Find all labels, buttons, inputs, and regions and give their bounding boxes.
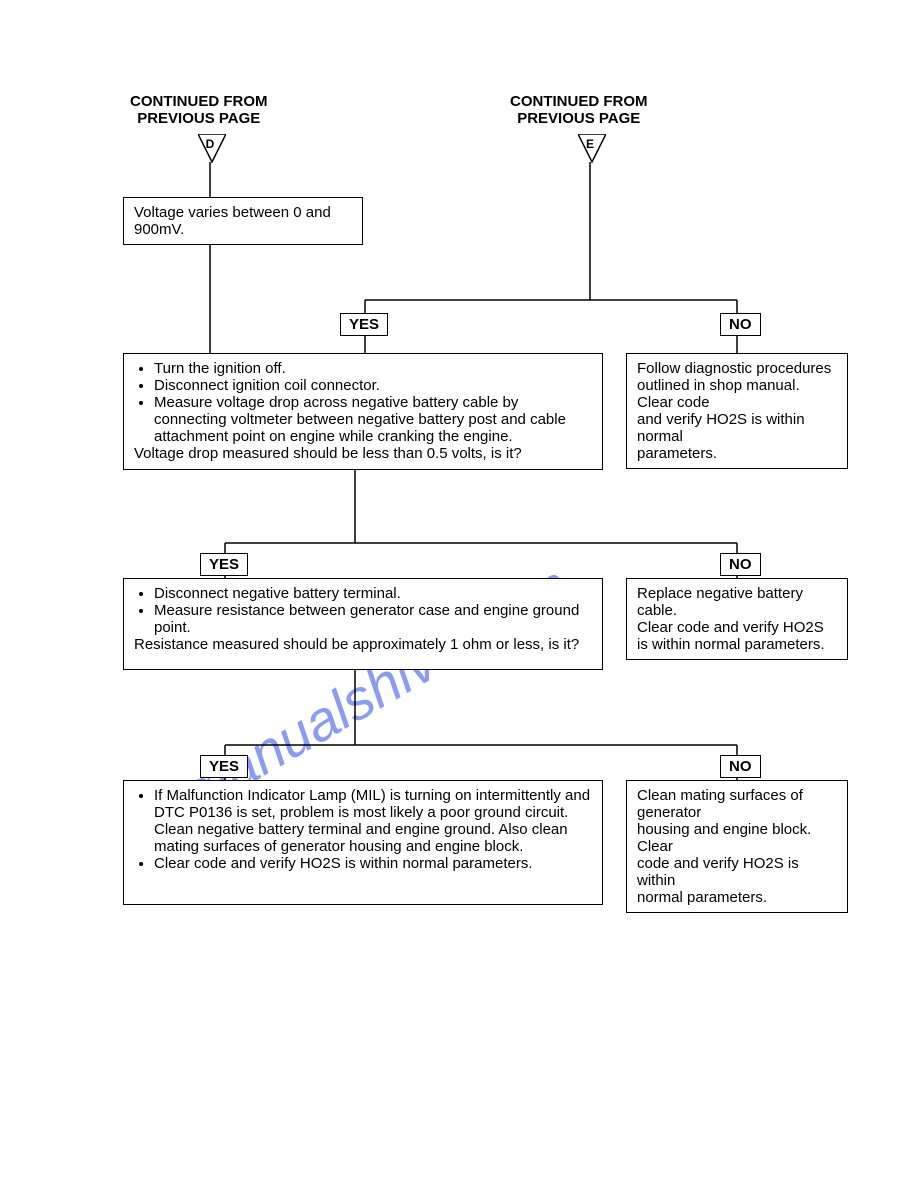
continued-from-header-right: CONTINUED FROMPREVIOUS PAGE bbox=[510, 93, 648, 127]
flowchart-box-tail: Resistance measured should be approximat… bbox=[134, 636, 592, 653]
svg-text:E: E bbox=[586, 137, 594, 151]
header-line: PREVIOUS PAGE bbox=[510, 110, 648, 127]
connector-triangle-d: D bbox=[198, 134, 226, 164]
flowchart-box-clean-mating: Clean mating surfaces of generatorhousin… bbox=[626, 780, 848, 913]
flowchart-box-line: is within normal parameters. bbox=[637, 636, 837, 653]
flowchart-box-list: If Malfunction Indicator Lamp (MIL) is t… bbox=[134, 787, 592, 872]
flowchart-box-bullet: Clear code and verify HO2S is within nor… bbox=[154, 855, 592, 872]
flowchart-box-bullet: Measure voltage drop across negative bat… bbox=[154, 394, 592, 445]
flowchart-box-line: Clean mating surfaces of generator bbox=[637, 787, 837, 821]
flowchart-box-bullet: Disconnect ignition coil connector. bbox=[154, 377, 592, 394]
flowchart-box-line: Replace negative battery cable. bbox=[637, 585, 837, 619]
flowchart-label-yes-2: YES bbox=[200, 553, 248, 576]
flowchart-box-bullet: Turn the ignition off. bbox=[154, 360, 592, 377]
flowchart-box-line: parameters. bbox=[637, 445, 837, 462]
flowchart-label-no-3: NO bbox=[720, 755, 761, 778]
header-line: CONTINUED FROM bbox=[510, 93, 648, 110]
flowchart-box-list: Disconnect negative battery terminal.Mea… bbox=[134, 585, 592, 636]
flowchart-box-follow-diag: Follow diagnostic proceduresoutlined in … bbox=[626, 353, 848, 469]
flowchart-box-line: outlined in shop manual. Clear code bbox=[637, 377, 837, 411]
flowchart-box-line: 900mV. bbox=[134, 221, 352, 238]
header-line: CONTINUED FROM bbox=[130, 93, 268, 110]
flowchart-box-line: Clear code and verify HO2S bbox=[637, 619, 837, 636]
flowchart-box-line: code and verify HO2S is within bbox=[637, 855, 837, 889]
flowchart-box-line: and verify HO2S is within normal bbox=[637, 411, 837, 445]
flowchart-label-yes-1: YES bbox=[340, 313, 388, 336]
flowchart-box-replace-cable: Replace negative battery cable.Clear cod… bbox=[626, 578, 848, 660]
flowchart-box-line: Follow diagnostic procedures bbox=[637, 360, 837, 377]
header-line: PREVIOUS PAGE bbox=[130, 110, 268, 127]
flowchart-box-line: Voltage varies between 0 and bbox=[134, 204, 352, 221]
flowchart-box-bullet: Disconnect negative battery terminal. bbox=[154, 585, 592, 602]
flowchart-label-no-1: NO bbox=[720, 313, 761, 336]
flowchart-label-no-2: NO bbox=[720, 553, 761, 576]
flowchart-box-bullet: If Malfunction Indicator Lamp (MIL) is t… bbox=[154, 787, 592, 855]
flowchart-box-list: Turn the ignition off.Disconnect ignitio… bbox=[134, 360, 592, 445]
flowchart-box-disconnect-battery: Disconnect negative battery terminal.Mea… bbox=[123, 578, 603, 670]
svg-text:D: D bbox=[206, 137, 215, 151]
flowchart-box-mil-intermittent: If Malfunction Indicator Lamp (MIL) is t… bbox=[123, 780, 603, 905]
flowchart-box-voltage-varies: Voltage varies between 0 and900mV. bbox=[123, 197, 363, 245]
flowchart-box-tail: Voltage drop measured should be less tha… bbox=[134, 445, 592, 462]
flowchart-box-line: normal parameters. bbox=[637, 889, 837, 906]
connector-triangle-e: E bbox=[578, 134, 606, 164]
flowchart-box-bullet: Measure resistance between generator cas… bbox=[154, 602, 592, 636]
continued-from-header-left: CONTINUED FROMPREVIOUS PAGE bbox=[130, 93, 268, 127]
flowchart-box-line: housing and engine block. Clear bbox=[637, 821, 837, 855]
flowchart-box-ignition-steps: Turn the ignition off.Disconnect ignitio… bbox=[123, 353, 603, 470]
flowchart-label-yes-3: YES bbox=[200, 755, 248, 778]
flowchart-page: manualshive.com CONTINUED FROMPREVIOUS P… bbox=[0, 0, 918, 1188]
